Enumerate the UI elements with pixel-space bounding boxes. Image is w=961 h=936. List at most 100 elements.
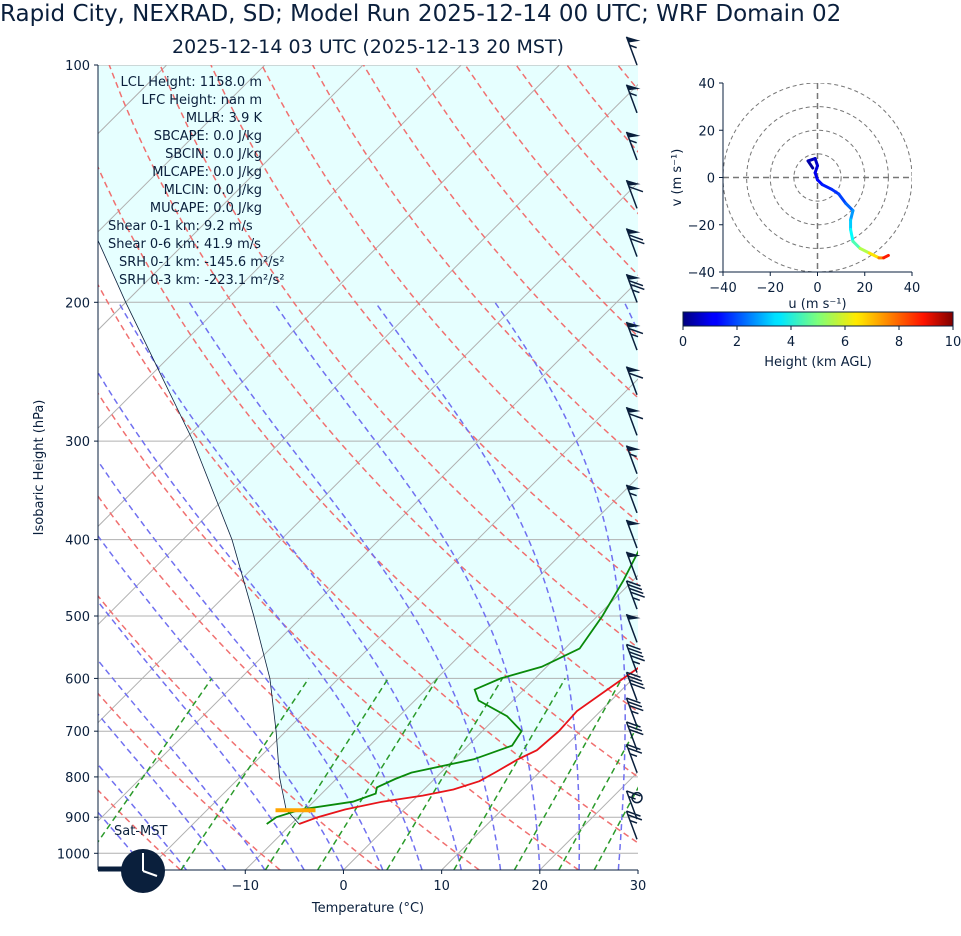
wind-barb: [625, 445, 641, 475]
y-tick-label: 100: [65, 59, 90, 74]
wind-barb: [625, 179, 644, 209]
dewpoint-line: [266, 550, 638, 825]
dry-adiabat: [98, 594, 381, 870]
mixing-ratio-line: [317, 678, 439, 870]
moist-adiabat: [697, 302, 753, 870]
barb-staff: [625, 697, 638, 727]
stat-line: MLLR: 3.9 K: [186, 111, 263, 126]
dry-adiabat: [821, 65, 961, 870]
isotherm: [98, 65, 364, 331]
hodograph-x-tick-label: 40: [904, 281, 921, 296]
clock-icon: Sat-MST: [98, 824, 167, 893]
stat-line: Shear 0-1 km: 9.2 m/s: [108, 219, 253, 234]
barb-full: [627, 647, 643, 654]
stat-line: SBCIN: 0.0 J/kg: [165, 147, 262, 162]
hodograph-segment: [849, 209, 855, 222]
colorbar-bar: [682, 311, 954, 327]
barb-full: [627, 814, 643, 821]
mixing-ratio-line: [513, 678, 623, 870]
colorbar-label: Height (km AGL): [764, 355, 872, 370]
barb-staff: [625, 580, 638, 610]
hodograph-segment: [820, 183, 834, 191]
dry-adiabat: [311, 65, 638, 461]
y-tick-label: 600: [65, 672, 90, 687]
wind-barb: [625, 697, 644, 727]
y-tick-label: 400: [65, 534, 90, 549]
barb-half: [632, 660, 641, 665]
wind-barb: [625, 580, 645, 610]
dry-adiabat: [98, 165, 638, 778]
barb-flag: [626, 519, 641, 526]
hodograph-x-label: u (m s⁻¹): [788, 297, 846, 312]
barb-flag: [626, 366, 641, 373]
barb-full: [627, 747, 643, 754]
wind-barb: [625, 519, 641, 549]
mixing-ratio-line: [649, 678, 748, 870]
barb-full: [628, 234, 644, 241]
stat-line: SRH 0-3 km: -223.1 m²/s²: [119, 273, 285, 288]
barb-full: [628, 372, 644, 379]
y-tick-label: 300: [65, 435, 90, 450]
stat-line: SBCAPE: 0.0 J/kg: [154, 129, 262, 144]
barb-half: [629, 453, 637, 458]
stat-line: LFC Height: nan m: [141, 93, 262, 108]
dry-adiabat: [362, 65, 638, 399]
hodograph-x-tick-label: 20: [856, 281, 873, 296]
barb-full: [630, 238, 645, 245]
skewt-profiles: [98, 239, 638, 825]
barb-full: [626, 743, 641, 751]
mixing-ratio-line: [264, 678, 389, 870]
hodograph-y-label: v (m s⁻¹): [670, 149, 685, 207]
isotherm: [98, 182, 638, 724]
dry-adiabat: [872, 65, 961, 870]
x-tick-label: 20: [532, 879, 549, 894]
barb-flag: [626, 228, 641, 235]
moist-adiabat: [98, 371, 423, 870]
parcel-fill: [98, 65, 638, 824]
isotherm: [146, 378, 638, 870]
barb-half: [629, 492, 637, 497]
barb-full: [626, 643, 641, 651]
stat-line: SRH 0-1 km: -145.6 m²/s²: [119, 255, 285, 270]
barb-full: [626, 721, 641, 728]
dry-adiabat: [159, 65, 638, 649]
barb-full: [628, 413, 644, 420]
moist-adiabat: [98, 459, 384, 870]
x-tick-label: −10: [232, 879, 259, 894]
barb-flag: [626, 131, 641, 138]
y-tick-label: 1000: [57, 847, 90, 862]
hodograph-segment: [858, 246, 871, 255]
barb-flag: [626, 551, 641, 558]
barb-flag: [626, 36, 641, 43]
wind-barb: [625, 810, 643, 840]
hodograph-segment: [882, 253, 890, 260]
barb-flag: [626, 180, 641, 186]
wind-barb: [625, 406, 644, 436]
hodograph-y-tick-label: −20: [688, 219, 715, 234]
temperature-line: [298, 667, 638, 825]
moist-adiabat: [273, 301, 541, 870]
hodograph-segment: [849, 227, 855, 243]
colorbar-tick-label: 10: [945, 335, 961, 350]
y-axis-label: Isobaric Height (hPa): [32, 400, 47, 536]
barb-half: [629, 44, 637, 49]
isotherm: [98, 65, 560, 528]
barb-full: [629, 679, 644, 686]
barb-flag: [626, 407, 641, 413]
mixing-ratio-line: [98, 677, 213, 844]
barb-full: [627, 675, 643, 682]
isotherm: [244, 476, 638, 870]
stat-line: MLCAPE: 0.0 J/kg: [152, 165, 262, 180]
barb-full: [628, 327, 644, 335]
clock-hour-hand: [142, 870, 158, 877]
parcel-line: [98, 239, 300, 825]
colorbar-tick-label: 2: [733, 335, 741, 350]
clock-label: Sat-MST: [114, 824, 167, 839]
barb-flag: [626, 84, 641, 91]
hodograph-y-tick-label: 20: [698, 124, 715, 139]
hodograph: −40−40 −20 −20 0 0 20 20 40 40 u (m s⁻¹) v (m s⁻¹): [670, 77, 920, 312]
hodograph-y-tick-label: 0: [707, 172, 715, 187]
barb-flag: [626, 614, 641, 620]
barb-full: [628, 279, 644, 287]
